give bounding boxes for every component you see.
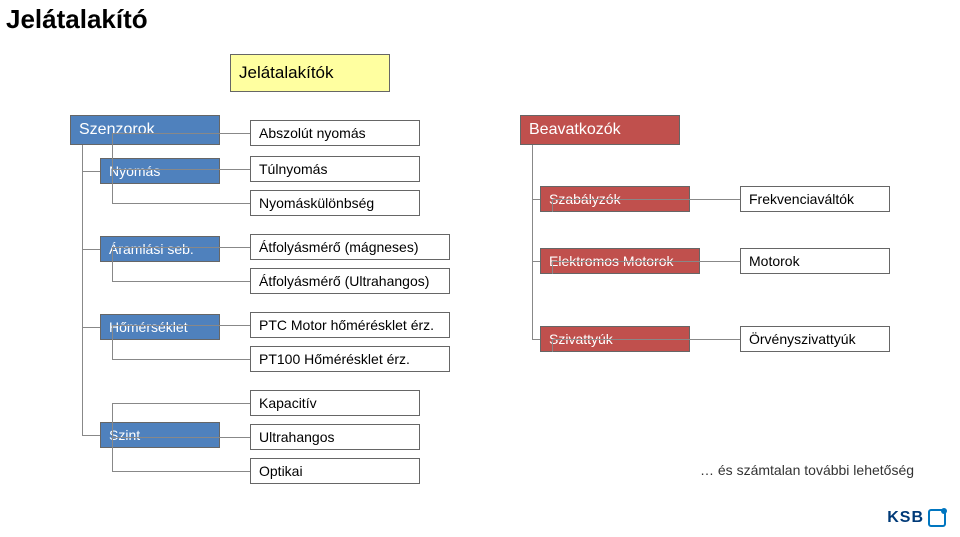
box-atfoly_magneses: Átfolyásmérő (mágneses) <box>250 234 450 260</box>
logo-text: KSB <box>887 509 924 527</box>
connector-line <box>112 471 250 472</box>
ksb-logo: KSB <box>887 509 946 527</box>
connector-line <box>82 145 83 435</box>
footnote-text: … és számtalan további lehetőség <box>700 462 914 478</box>
connector-line <box>112 169 113 184</box>
box-kapacitiv: Kapacitív <box>250 390 420 416</box>
connector-line <box>552 199 740 200</box>
connector-line <box>532 199 540 200</box>
connector-line <box>112 340 113 359</box>
connector-line <box>112 133 250 134</box>
box-tulnyomas: Túlnyomás <box>250 156 420 182</box>
box-szint: Szint <box>100 422 220 448</box>
connector-line <box>552 261 740 262</box>
connector-line <box>82 171 100 172</box>
box-beavatkozok: Beavatkozók <box>520 115 680 145</box>
box-absz_nyomas: Abszolút nyomás <box>250 120 420 146</box>
connector-line <box>112 184 113 203</box>
box-optikai: Optikai <box>250 458 420 484</box>
connector-line <box>112 169 250 170</box>
connector-line <box>112 403 250 404</box>
box-motorok: Motorok <box>740 248 890 274</box>
connector-line <box>112 281 250 282</box>
box-frekvenciavaltok: Frekvenciaváltók <box>740 186 890 212</box>
connector-line <box>532 261 540 262</box>
box-pt100: PT100 Hőmérésklet érz. <box>250 346 450 372</box>
connector-line <box>112 325 113 340</box>
box-nyomaskulonbseg: Nyomáskülönbség <box>250 190 420 216</box>
box-ptc_motor: PTC Motor hőmérésklet érz. <box>250 312 450 338</box>
connector-line <box>532 339 540 340</box>
box-aramlasi: Áramlási seb. <box>100 236 220 262</box>
connector-line <box>112 325 250 326</box>
connector-line <box>112 203 250 204</box>
box-nyomas: Nyomás <box>100 158 220 184</box>
box-jelatalakitok: Jelátalakítók <box>230 54 390 92</box>
box-orvenyszivattyuk: Örvényszivattyúk <box>740 326 890 352</box>
connector-line <box>112 437 113 448</box>
connector-line <box>112 247 250 248</box>
connector-line <box>552 261 553 274</box>
connector-line <box>112 262 113 281</box>
connector-line <box>112 359 250 360</box>
connector-line <box>112 448 113 471</box>
connector-line <box>112 437 250 438</box>
connector-line <box>552 199 553 212</box>
connector-line <box>552 339 553 352</box>
connector-line <box>112 247 113 262</box>
box-szenzorok: Szenzorok <box>70 115 220 145</box>
box-atfoly_ultrah: Átfolyásmérő (Ultrahangos) <box>250 268 450 294</box>
box-ultrahangos: Ultrahangos <box>250 424 420 450</box>
connector-line <box>82 327 100 328</box>
logo-mark-icon <box>928 509 946 527</box>
box-homerseklet: Hőmérséklet <box>100 314 220 340</box>
connector-line <box>552 339 740 340</box>
page-title: Jelátalakító <box>6 4 148 35</box>
connector-line <box>532 145 533 339</box>
connector-line <box>82 435 100 436</box>
connector-line <box>82 249 100 250</box>
